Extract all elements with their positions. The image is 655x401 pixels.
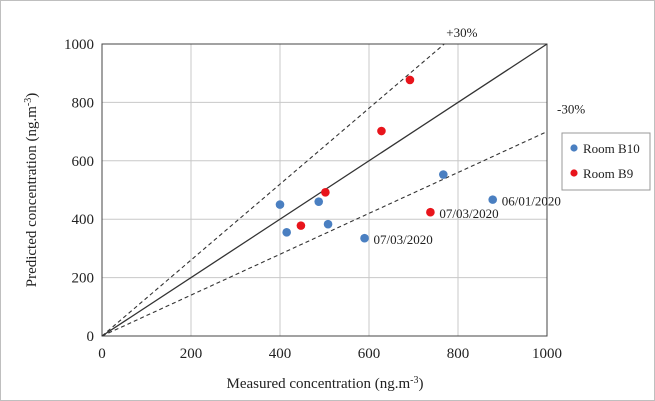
legend-label-room-b9: Room B9 [583,166,633,181]
x-tick-label-200: 200 [180,346,203,362]
legend-marker-room-b10 [570,144,578,152]
x-tick-label-400: 400 [269,346,292,362]
x-axis-title-text: Measured concentration (ng.m [226,376,410,392]
y-tick-label-400: 400 [72,212,95,228]
data-point-room-b9-0 [296,221,306,230]
plot-border [101,43,548,337]
y-tick-label-200: 200 [72,271,95,287]
data-point-room-b9-3 [405,75,415,85]
data-point-room-b10-3 [323,219,333,229]
reference-line-label-minus-30: -30% [557,102,585,117]
reference-line-minus-30 [101,131,548,337]
y-axis-title-sup: -3 [23,98,34,106]
data-point-room-b9-4 [426,207,435,217]
data-point-room-b10-6 [488,195,498,204]
data-point-room-b10-2 [314,197,324,206]
y-tick-label-800: 800 [72,95,95,111]
legend-label-room-b10: Room B10 [583,141,640,156]
x-tick-label-0: 0 [98,346,106,362]
x-axis-title: Measured concentration (ng.m-3) [226,375,423,393]
annotation-label-2: 06/01/2020 [502,194,561,209]
y-axis-title-text: Predicted concentration (ng.m [24,106,40,288]
x-axis-title-sup: -3 [410,375,418,386]
reference-line-label-plus-30: +30% [446,25,477,40]
data-point-room-b10-5 [439,170,448,179]
y-tick-label-0: 0 [87,329,95,345]
data-point-room-b10-4 [360,233,369,243]
y-axis-title: Predicted concentration (ng.m-3) [23,93,41,288]
data-point-room-b9-1 [321,188,330,197]
x-axis-title-close: ) [419,376,424,392]
y-tick-label-600: 600 [72,154,95,170]
annotation-label-0: 07/03/2020 [374,232,433,247]
legend: Room B10 Room B9 [561,132,651,191]
y-tick-label-1000: 1000 [64,37,94,53]
x-tick-label-800: 800 [447,346,470,362]
data-point-room-b9-2 [377,126,386,136]
x-tick-label-1000: 1000 [532,346,562,362]
x-tick-label-600: 600 [358,346,381,362]
axes-labels: Measured concentration (ng.m-3) Predicte… [23,93,424,392]
data-point-room-b10-1 [282,228,291,237]
annotation-label-1: 07/03/2020 [439,206,498,221]
data-point-room-b10-0 [275,200,285,209]
legend-box [561,132,651,191]
reference-line-plus-30 [101,43,445,337]
plot-area: 0 200 400 600 800 1000 0 200 400 600 800 1000 +30% -3… [64,25,585,362]
y-axis-title-close: ) [24,93,40,98]
legend-marker-room-b9 [570,169,578,177]
